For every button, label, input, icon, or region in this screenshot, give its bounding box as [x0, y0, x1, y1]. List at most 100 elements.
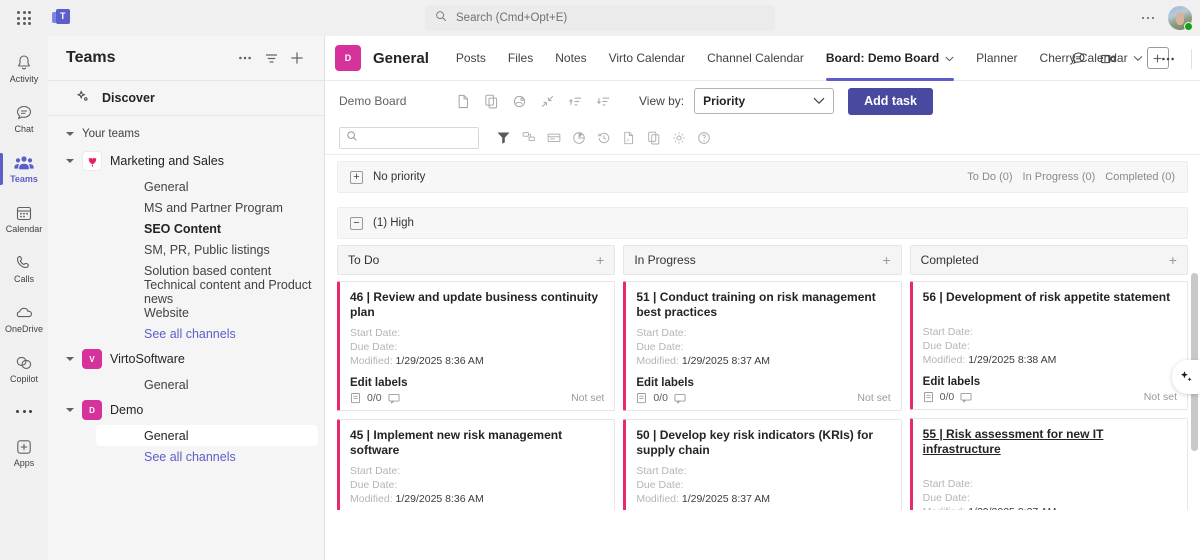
channel-label: General [144, 428, 189, 443]
cloud-icon [13, 303, 35, 323]
rail-item-onedrive[interactable]: OneDrive [0, 294, 48, 344]
tab-channel-calendar[interactable]: Channel Calendar [696, 36, 815, 81]
your-teams-header[interactable]: Your teams [48, 122, 324, 146]
kanban-column-completed: Completed + 56 | Development of risk app… [909, 245, 1188, 510]
sidebar-item-general[interactable]: General [48, 176, 318, 197]
see-all-channels-link[interactable]: See all channels [48, 323, 318, 344]
task-meta: Start Date: Due Date: Modified: 1/29/202… [923, 477, 1177, 510]
apps-plus-icon [14, 437, 34, 457]
task-card[interactable]: 46 | Review and update business continui… [337, 281, 616, 411]
count-completed: Completed (0) [1105, 171, 1175, 183]
rail-item-copilot[interactable]: Copilot [0, 344, 48, 394]
link-board-icon[interactable] [505, 87, 533, 115]
edit-labels-link[interactable]: Edit labels [350, 377, 408, 389]
tab-planner[interactable]: Planner [965, 36, 1028, 81]
team-virtosoftware[interactable]: V VirtoSoftware [48, 344, 324, 374]
more-options-icon[interactable] [1136, 11, 1161, 26]
board-search-input[interactable] [339, 126, 479, 149]
add-icon[interactable] [284, 45, 310, 71]
sidebar-item-virto-general[interactable]: General [48, 374, 318, 395]
swimlane-icon[interactable] [516, 125, 541, 150]
chat-icon [14, 103, 34, 123]
add-card-icon[interactable]: + [1168, 252, 1177, 268]
tab-files[interactable]: Files [497, 36, 544, 81]
expand-group-icon[interactable]: + [350, 170, 363, 184]
sidebar-item-discover[interactable]: Discover [48, 81, 324, 115]
rail-item-chat[interactable]: Chat [0, 94, 48, 144]
chevron-down-icon[interactable] [945, 51, 954, 65]
chat-bubble-icon[interactable] [1065, 46, 1091, 72]
app-launcher-icon[interactable] [0, 11, 48, 25]
more-apps-icon[interactable] [0, 394, 48, 428]
help-icon[interactable] [691, 125, 716, 150]
chevron-down-icon[interactable] [1125, 46, 1151, 72]
tab-virto-calendar[interactable]: Virto Calendar [598, 36, 697, 81]
task-card[interactable]: 51 | Conduct training on risk management… [623, 281, 902, 411]
see-all-channels-link[interactable]: See all channels [48, 446, 318, 467]
phone-icon [14, 253, 34, 273]
column-title: Completed [920, 253, 979, 267]
modified-label: Modified: [350, 493, 393, 505]
tab-board-demo-board[interactable]: Board: Demo Board [815, 36, 965, 81]
duplicate-icon[interactable] [641, 125, 666, 150]
sort-descending-icon[interactable] [589, 87, 617, 115]
edit-labels-link[interactable]: Edit labels [636, 377, 694, 389]
add-task-button[interactable]: Add task [848, 87, 933, 115]
assignee-value: Not set [1143, 391, 1177, 403]
more-options-icon[interactable] [1155, 46, 1181, 72]
export-pdf-icon[interactable]: A [616, 125, 641, 150]
count-to-do: To Do (0) [967, 171, 1013, 183]
rail-item-calendar[interactable]: Calendar [0, 194, 48, 244]
channel-tabs: Posts Files Notes Virto Calendar Channel… [445, 36, 1169, 81]
new-item-icon[interactable] [449, 87, 477, 115]
copy-icon[interactable] [477, 87, 505, 115]
video-camera-icon[interactable] [1095, 46, 1121, 72]
team-marketing-and-sales[interactable]: Marketing and Sales [48, 146, 324, 176]
team-demo[interactable]: D Demo [48, 395, 324, 425]
tab-posts[interactable]: Posts [445, 36, 497, 81]
history-icon[interactable] [591, 125, 616, 150]
settings-gear-icon[interactable] [666, 125, 691, 150]
search-input[interactable]: Search (Cmd+Opt+E) [425, 5, 775, 31]
teams-people-icon [13, 153, 35, 173]
add-card-icon[interactable]: + [882, 252, 891, 268]
sidebar-item-sm-pr-public-listings[interactable]: SM, PR, Public listings [48, 239, 318, 260]
avatar[interactable] [1168, 6, 1193, 31]
checklist-icon [923, 391, 934, 403]
global-search[interactable]: Search (Cmd+Opt+E) [425, 5, 775, 31]
task-title: 46 | Review and update business continui… [350, 290, 599, 319]
add-card-icon[interactable]: + [596, 252, 605, 268]
task-card[interactable]: 45 | Implement new risk management softw… [337, 419, 616, 510]
sidebar-item-ms-and-partner-program[interactable]: MS and Partner Program [48, 197, 318, 218]
sidebar-item-demo-general[interactable]: General [96, 425, 318, 446]
tab-notes[interactable]: Notes [544, 36, 597, 81]
collapse-group-icon[interactable]: − [350, 216, 363, 230]
filter-icon[interactable] [491, 125, 516, 150]
modified-value: 1/29/2025 8:38 AM [968, 354, 1057, 366]
group-row-high[interactable]: − (1) High [337, 207, 1188, 239]
copilot-sparkle-icon[interactable] [1172, 360, 1200, 394]
edit-labels-link[interactable]: Edit labels [922, 376, 981, 388]
copilot-icon [14, 353, 34, 373]
view-by-select[interactable]: Priority [694, 88, 835, 114]
filter-icon[interactable] [258, 45, 284, 71]
sidebar-item-technical-content-and-product-news[interactable]: Technical content and Product news [48, 278, 318, 306]
task-card[interactable]: 55 | Risk assessment for new IT infrastr… [909, 418, 1188, 510]
sidebar-item-website[interactable]: Website [48, 302, 318, 323]
sidebar-item-seo-content[interactable]: SEO Content [48, 218, 318, 239]
teams-panel: Teams Discover Your teams [48, 36, 325, 560]
sidebar-item-solution-based-content[interactable]: Solution based content [48, 260, 318, 281]
collapse-icon[interactable] [533, 87, 561, 115]
task-card[interactable]: 50 | Develop key risk indicators (KRIs) … [623, 419, 902, 510]
rail-item-calls[interactable]: Calls [0, 244, 48, 294]
divider [48, 80, 324, 81]
more-options-icon[interactable] [232, 45, 258, 71]
group-row-no-priority[interactable]: + No priority To Do (0) In Progress (0) … [337, 161, 1188, 193]
chart-icon[interactable] [566, 125, 591, 150]
rail-item-teams[interactable]: Teams [0, 144, 48, 194]
rail-item-apps[interactable]: Apps [0, 428, 48, 478]
rail-item-activity[interactable]: Activity [0, 44, 48, 94]
task-card[interactable]: 56 | Development of risk appetite statem… [909, 281, 1188, 410]
card-layout-icon[interactable] [541, 125, 566, 150]
sort-ascending-icon[interactable] [561, 87, 589, 115]
